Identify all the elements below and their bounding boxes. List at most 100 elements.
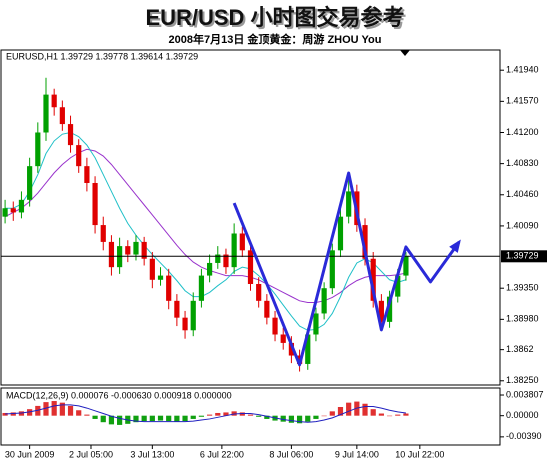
- candle-body: [329, 250, 335, 289]
- candle-body: [321, 288, 327, 314]
- macd-bar: [18, 411, 25, 416]
- macd-bar: [296, 415, 303, 424]
- macd-bar: [313, 415, 319, 419]
- candle-body: [51, 94, 57, 108]
- candle-body: [157, 275, 164, 280]
- candle-body: [256, 283, 262, 301]
- candle-body: [247, 250, 254, 284]
- macd-bar: [403, 413, 409, 416]
- macd-bar: [362, 403, 368, 416]
- candle-body: [378, 300, 384, 322]
- current-price-label: 1.39729: [506, 251, 539, 261]
- candle-body: [67, 124, 74, 146]
- macd-bar: [117, 415, 123, 425]
- candle-body: [141, 241, 147, 259]
- candle-body: [305, 334, 311, 364]
- candle-body: [149, 258, 155, 280]
- y-tick-label: 1.41570: [506, 96, 539, 106]
- candle-body: [43, 94, 49, 133]
- candle-body: [198, 275, 205, 301]
- candle-body: [370, 258, 376, 301]
- x-tick-label: 9 Jul 14:00: [335, 449, 379, 459]
- zigzag-annotation: [232, 171, 461, 367]
- moving-average: [4, 148, 407, 304]
- title-shadow: EUR/USD 小时图交易参考: [147, 7, 406, 32]
- candle-body: [337, 216, 344, 251]
- y-tick-label: 0.003807: [506, 389, 544, 399]
- candle-body: [125, 246, 131, 255]
- candle-body: [10, 208, 16, 213]
- candle-body: [59, 107, 65, 125]
- macd-bar: [76, 410, 82, 416]
- macd-bar: [370, 409, 376, 416]
- subtitle: 2008年7月13日 金顶黄金：周游 ZHOU You: [169, 32, 382, 46]
- y-tick-label: 1.38250: [506, 375, 539, 385]
- candle-body: [174, 300, 180, 318]
- macd-bar: [149, 415, 155, 422]
- candle-body: [264, 300, 270, 318]
- x-tick-label: 8 Jul 06:00: [269, 449, 313, 459]
- marker: [400, 50, 410, 56]
- y-tick-label: -0.00390: [506, 431, 542, 441]
- macd-bar: [174, 415, 180, 422]
- candle-body: [346, 191, 352, 217]
- macd-bar: [378, 413, 384, 416]
- y-tick-label: 0.00000: [506, 410, 539, 420]
- candle-body: [84, 166, 90, 183]
- candle-body: [18, 199, 25, 213]
- candle-body: [403, 256, 409, 276]
- macd-bar: [67, 405, 74, 416]
- y-tick-label: 1.40830: [506, 158, 539, 168]
- macd-bar: [100, 415, 106, 423]
- candle-body: [206, 262, 213, 276]
- macd-bar: [305, 415, 311, 422]
- macd-bar: [231, 411, 237, 416]
- candle-body: [231, 233, 237, 268]
- macd-bar: [182, 415, 188, 422]
- macd-bar: [198, 415, 205, 417]
- macd-bar: [10, 412, 16, 416]
- y-tick-label: 1.3862: [506, 344, 534, 354]
- macd-bar: [395, 414, 401, 416]
- macd-bar: [141, 415, 147, 422]
- candle-body: [288, 342, 295, 356]
- candle-body: [133, 241, 139, 255]
- macd-bar: [27, 409, 33, 416]
- macd-bar: [206, 414, 213, 416]
- y-tick-label: 1.40460: [506, 189, 539, 199]
- macd-bar: [2, 412, 8, 416]
- x-tick-label: 10 Jul 22:00: [395, 449, 444, 459]
- candle-body: [2, 208, 8, 217]
- candle-body: [215, 254, 221, 263]
- macd-bar: [215, 412, 221, 416]
- macd-bar: [239, 412, 245, 416]
- candle-body: [280, 334, 286, 343]
- macd-bar: [84, 414, 90, 416]
- y-tick-label: 1.41940: [506, 65, 539, 75]
- candle-body: [386, 296, 393, 322]
- candle-body: [313, 313, 319, 335]
- candle-body: [166, 275, 172, 301]
- macd-bar: [288, 415, 295, 423]
- candle-body: [76, 145, 82, 167]
- macd-panel: [0, 387, 501, 446]
- y-tick-label: 1.41200: [506, 127, 539, 137]
- macd-bar: [43, 402, 49, 416]
- candle-body: [190, 300, 196, 331]
- macd-bar: [256, 415, 262, 417]
- macd-bar: [166, 415, 172, 422]
- macd-bar: [51, 401, 57, 416]
- macd-bar: [321, 415, 327, 417]
- y-tick-label: 1.40090: [506, 220, 539, 230]
- candle-body: [35, 132, 41, 167]
- arrow-head: [449, 239, 461, 253]
- macd-bar: [190, 415, 196, 419]
- macd-bar: [247, 414, 254, 416]
- macd-bar: [346, 402, 352, 416]
- macd-bar: [337, 407, 344, 416]
- macd-bar: [264, 415, 270, 419]
- x-tick-label: 3 Jul 13:00: [130, 449, 174, 459]
- macd-bar: [133, 415, 139, 423]
- macd-bar: [35, 405, 41, 416]
- main-panel: [0, 49, 501, 386]
